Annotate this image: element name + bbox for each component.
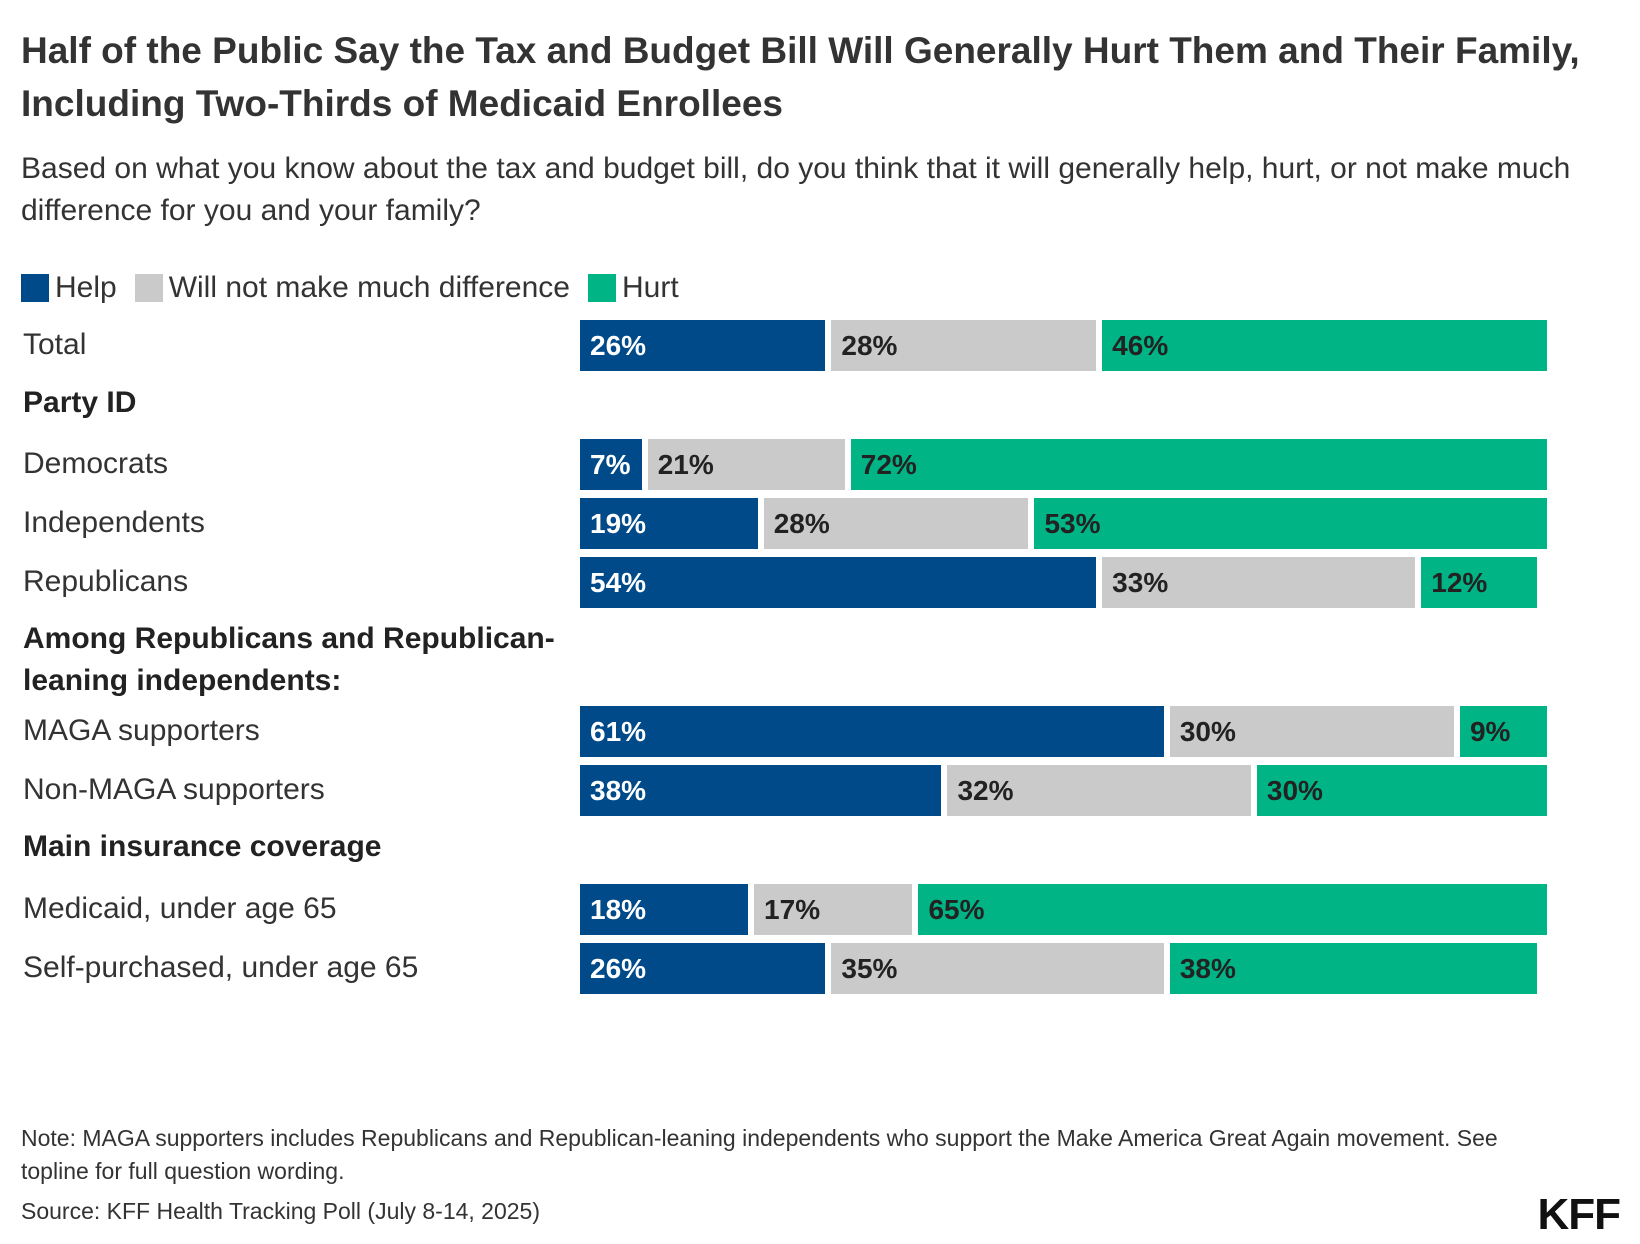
bar-segment-will-not-make-much-difference: 28%	[763, 498, 1029, 549]
legend-item-no-difference: Will not make much difference	[134, 271, 570, 305]
row-label: Republicans	[23, 565, 189, 598]
bar-segment-hurt: 46%	[1102, 320, 1547, 371]
group-label: Main insurance coverage	[23, 830, 382, 863]
data-label: 18%	[590, 893, 647, 925]
bar-segment-will-not-make-much-difference: 35%	[831, 943, 1164, 994]
row-label: MAGA supporters	[23, 714, 260, 747]
row-label: Independents	[23, 506, 205, 539]
bar-segment-help: 26%	[580, 943, 826, 994]
legend-item-help: Help	[21, 271, 117, 305]
data-label: 12%	[1431, 566, 1488, 598]
data-label: 21%	[657, 448, 714, 480]
data-label: 28%	[841, 329, 898, 361]
bar-segment-hurt: 65%	[918, 884, 1547, 935]
bar-segment-help: 61%	[580, 706, 1164, 757]
bar-segment-help: 18%	[580, 884, 749, 935]
bar-segment-hurt: 12%	[1421, 557, 1538, 608]
data-label: 35%	[841, 952, 898, 984]
bar-segment-will-not-make-much-difference: 28%	[831, 320, 1097, 371]
bar-segment-hurt: 30%	[1256, 765, 1547, 816]
legend-swatch-no-difference	[134, 274, 163, 302]
chart-subtitle: Based on what you know about the tax and…	[21, 152, 1571, 227]
bar-segment-will-not-make-much-difference: 21%	[647, 439, 845, 490]
data-label: 32%	[957, 774, 1014, 806]
bar-segment-help: 54%	[580, 557, 1097, 608]
bar-segment-will-not-make-much-difference: 17%	[754, 884, 913, 935]
data-label: 46%	[1112, 329, 1169, 361]
footnote: Note: MAGA supporters includes Republica…	[21, 1125, 1498, 1184]
bar-segment-hurt: 53%	[1034, 498, 1547, 549]
row-label: Democrats	[23, 447, 169, 480]
data-label: 7%	[590, 448, 631, 480]
data-label: 61%	[590, 715, 647, 747]
data-label: 65%	[928, 893, 985, 925]
row-label: Medicaid, under age 65	[23, 892, 337, 925]
legend-label-help: Help	[55, 271, 117, 304]
row-label: Self-purchased, under age 65	[23, 951, 419, 984]
data-label: 54%	[590, 566, 647, 598]
data-label: 26%	[590, 952, 647, 984]
chart-title: Half of the Public Say the Tax and Budge…	[21, 30, 1580, 124]
data-label: 30%	[1179, 715, 1236, 747]
data-label: 28%	[773, 507, 830, 539]
kff-logo: KFF	[1537, 1190, 1621, 1239]
group-label: Party ID	[23, 386, 137, 419]
legend-swatch-hurt	[587, 274, 616, 302]
data-label: 30%	[1266, 774, 1323, 806]
row-label: Non-MAGA supporters	[23, 773, 325, 806]
data-label: 38%	[1179, 952, 1236, 984]
legend-swatch-help	[21, 274, 49, 302]
bar-segment-hurt: 38%	[1169, 943, 1538, 994]
row-label: Total	[23, 328, 87, 361]
bar-segment-hurt: 9%	[1459, 706, 1547, 757]
data-label: 26%	[590, 329, 647, 361]
data-label: 38%	[590, 774, 647, 806]
source-line: Source: KFF Health Tracking Poll (July 8…	[21, 1198, 541, 1224]
legend: Help Will not make much difference Hurt	[21, 268, 697, 308]
legend-label-hurt: Hurt	[621, 271, 679, 304]
data-label: 72%	[860, 448, 917, 480]
bar-segment-help: 26%	[580, 320, 826, 371]
legend-item-hurt: Hurt	[587, 271, 679, 305]
bar-segment-help: 38%	[580, 765, 942, 816]
group-label: Among Republicans and Republican-leaning…	[23, 622, 555, 697]
data-label: 19%	[590, 507, 647, 539]
data-label: 17%	[764, 893, 821, 925]
data-label: 53%	[1044, 507, 1101, 539]
data-label: 33%	[1112, 566, 1169, 598]
bar-segment-help: 7%	[580, 439, 642, 490]
bar-segment-will-not-make-much-difference: 33%	[1102, 557, 1416, 608]
bar-segment-will-not-make-much-difference: 32%	[947, 765, 1251, 816]
legend-label-no-difference: Will not make much difference	[168, 271, 570, 304]
bar-segment-help: 19%	[580, 498, 758, 549]
bar-segment-will-not-make-much-difference: 30%	[1169, 706, 1454, 757]
data-label: 9%	[1469, 715, 1511, 747]
bar-segment-hurt: 72%	[850, 439, 1547, 490]
